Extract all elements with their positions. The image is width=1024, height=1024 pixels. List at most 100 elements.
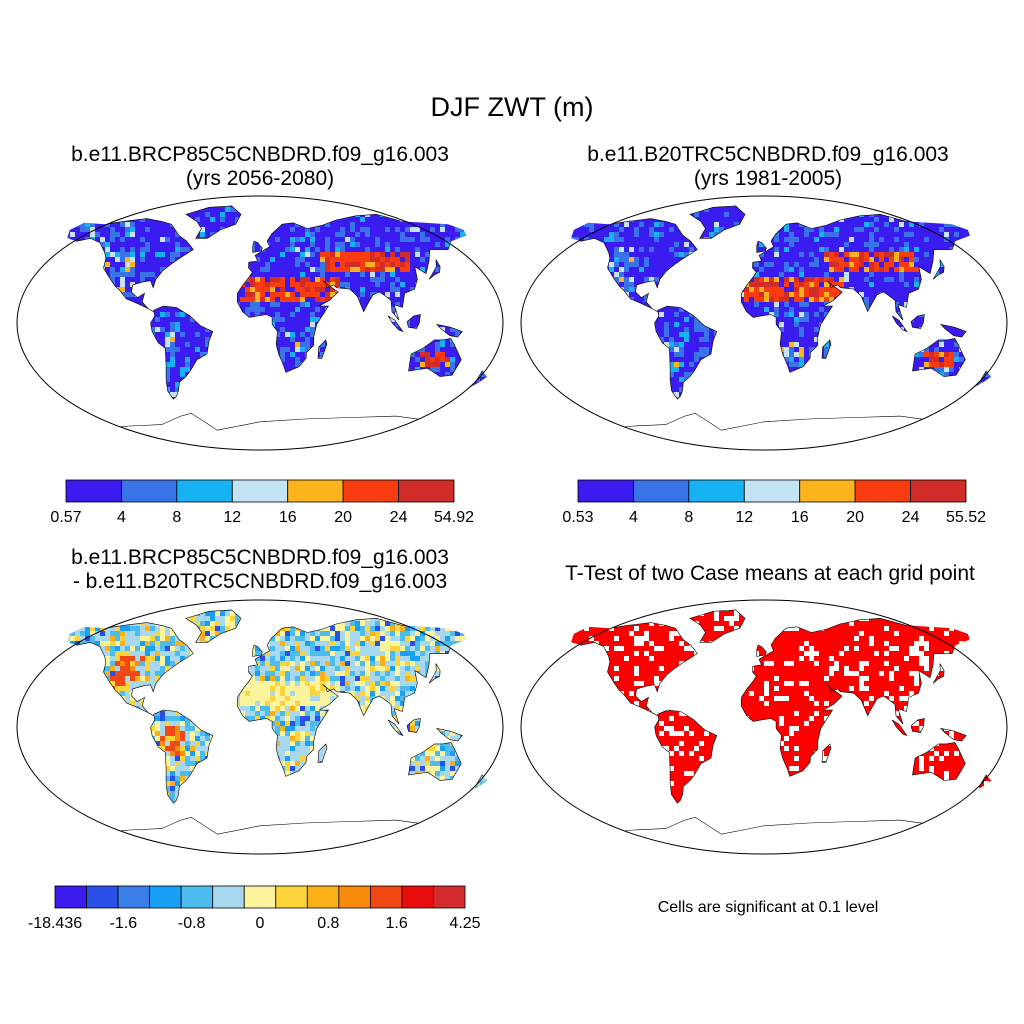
colorbar-swatch — [121, 479, 178, 503]
coastline-sumatra — [387, 315, 404, 333]
map-historical — [520, 195, 1008, 451]
coastline-southAmerica — [150, 305, 214, 400]
coastline-madagascar — [821, 339, 832, 359]
colorbar-label: 16 — [791, 509, 809, 526]
panel-title-line1: b.e11.B20TRC5CNBDRD.f09_g16.003 — [587, 143, 949, 166]
coastline-newGuinea — [939, 323, 967, 338]
colorbar-label: 4.25 — [449, 915, 480, 932]
colorbar-swatch — [287, 479, 344, 503]
map-ttest — [520, 599, 1008, 855]
coastline-sumatra — [891, 719, 908, 737]
coastlines — [62, 205, 488, 450]
colorbar-label: 20 — [334, 509, 352, 526]
colorbar-swatch — [401, 885, 434, 909]
coastline-gb — [756, 644, 767, 657]
coastline-australia — [912, 742, 966, 781]
colorbar-label: 4 — [117, 509, 126, 526]
panel-title-line2: (yrs 1981-2005) — [693, 167, 843, 190]
colorbar-label: 8 — [172, 509, 181, 526]
colorbar-swatch — [176, 479, 233, 503]
colorbar-label: 54.92 — [434, 509, 474, 526]
colorbar-swatch — [743, 479, 801, 503]
map-difference — [16, 599, 504, 855]
coastline-newGuinea — [939, 727, 967, 742]
colorbar-label: 24 — [902, 509, 920, 526]
coastline-borneo — [406, 718, 421, 733]
colorbar-swatch — [275, 885, 308, 909]
colorbar-label: -18.436 — [28, 915, 82, 932]
colorbar-swatch — [54, 885, 87, 909]
coastline-madagascar — [317, 339, 328, 359]
colorbar-swatch — [369, 885, 403, 909]
coastline-sumatra — [387, 719, 404, 737]
colorbar-swatch — [398, 479, 455, 503]
panel-title-historical: b.e11.B20TRC5CNBDRD.f09_g16.003 (yrs 198… — [528, 143, 1008, 191]
colorbar-label: 4 — [629, 509, 638, 526]
colorbar-label: 12 — [735, 509, 753, 526]
coastline-borneo — [406, 314, 421, 329]
colorbar-swatch — [338, 885, 371, 909]
significance-note: Cells are significant at 0.1 level — [657, 899, 879, 916]
colorbar-difference: -18.436 -1.6 -0.8 0 0.8 1.6 4.25 — [28, 885, 481, 932]
coastline-australia — [408, 338, 462, 377]
coastline-africaEurasia — [740, 213, 971, 373]
colorbar-swatch — [306, 885, 340, 909]
coastline-africaEurasia — [236, 617, 467, 777]
coastline-greenland — [689, 609, 746, 643]
colorbar-swatch — [688, 479, 745, 503]
map-border — [520, 599, 1008, 855]
colorbar-label: -1.6 — [110, 915, 138, 932]
colorbar-future: 0.57 4 8 12 16 20 24 54.92 — [50, 479, 474, 526]
colorbar-label: 24 — [390, 509, 408, 526]
coastline-sumatra — [891, 315, 908, 333]
coastline-borneo — [910, 314, 925, 329]
colorbar-swatch — [854, 479, 911, 503]
coastlines — [566, 205, 992, 450]
coastline-southAmerica — [654, 305, 718, 400]
panel-title-line2: (yrs 2056-2080) — [185, 167, 335, 190]
panel-title-ttest: T-Test of two Case means at each grid po… — [510, 562, 1024, 586]
colorbar-swatch — [433, 885, 466, 909]
colorbar-swatch — [342, 479, 399, 503]
colorbar-swatch — [633, 479, 690, 503]
coastline-africaEurasia — [740, 617, 971, 777]
coastline-gb — [252, 644, 263, 657]
colorbar-label: 20 — [846, 509, 864, 526]
colorbar-label: 0.8 — [317, 915, 339, 932]
coastline-australia — [912, 338, 966, 377]
panel-title-line1: b.e11.BRCP85C5CNBDRD.f09_g16.003 — [71, 546, 449, 569]
figure-title: DJF ZWT (m) — [430, 92, 594, 122]
colorbar-swatch — [799, 479, 856, 503]
coastline-australia — [408, 742, 462, 781]
colorbar-label: 8 — [684, 509, 693, 526]
coastline-gb — [756, 240, 767, 253]
coastline-borneo — [910, 718, 925, 733]
colorbar-label: 0.57 — [50, 509, 81, 526]
coastline-southAmerica — [654, 709, 718, 804]
coastline-africaEurasia — [236, 213, 467, 373]
colorbar-label: 0 — [256, 915, 265, 932]
coastline-greenland — [689, 205, 746, 239]
colorbar-swatch — [149, 885, 182, 909]
colorbar-swatch — [910, 479, 967, 503]
colorbar-label: -0.8 — [178, 915, 206, 932]
coastline-newGuinea — [435, 727, 463, 742]
coastline-japan — [428, 663, 441, 684]
colorbar-label: 1.6 — [386, 915, 408, 932]
coastline-japan — [932, 259, 945, 280]
coastline-northAmerica — [66, 622, 194, 716]
colorbar-swatch — [243, 885, 277, 909]
coastline-northAmerica — [66, 218, 194, 312]
map-border — [520, 195, 1008, 451]
panel-title-future: b.e11.BRCP85C5CNBDRD.f09_g16.003 (yrs 20… — [20, 143, 500, 191]
coastline-japan — [428, 259, 441, 280]
coastline-greenland — [185, 609, 242, 643]
coastline-madagascar — [317, 743, 328, 763]
colorbar-swatch — [231, 479, 289, 503]
colorbar-swatch — [65, 479, 122, 503]
map-border — [16, 599, 504, 855]
coastline-gb — [252, 240, 263, 253]
coastline-greenland — [185, 205, 242, 239]
coastline-japan — [932, 663, 945, 684]
colorbar-swatch — [212, 885, 245, 909]
